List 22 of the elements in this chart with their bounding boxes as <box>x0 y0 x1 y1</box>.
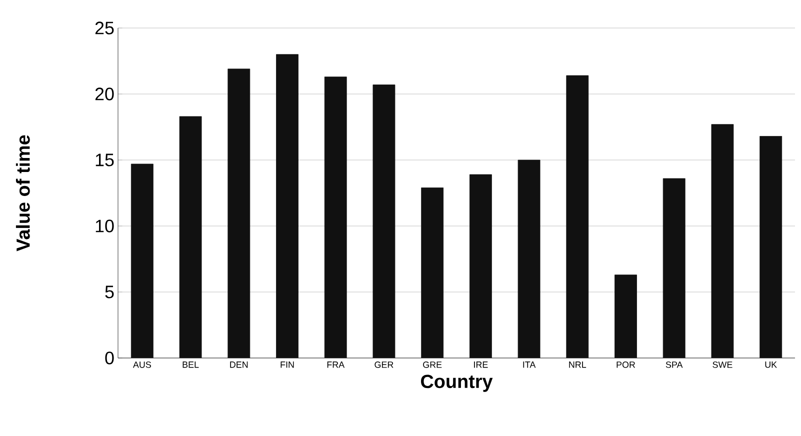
x-tick-label: GRE <box>423 362 442 368</box>
x-tick-label: FIN <box>280 362 294 368</box>
x-tick-label: IRE <box>474 362 488 368</box>
x-tick-label: POR <box>616 362 636 368</box>
y-axis-title: Value of time <box>16 135 30 252</box>
y-tick-label: 20 <box>95 88 114 100</box>
x-tick-label: SPA <box>666 362 683 368</box>
x-tick-label: NRL <box>569 362 586 368</box>
y-tick-label: 25 <box>95 22 114 34</box>
x-tick-label: FRA <box>327 362 345 368</box>
x-tick-label: AUS <box>132 362 151 368</box>
y-tick-label: 0 <box>105 352 114 364</box>
x-tick-label: BEL <box>182 362 199 368</box>
x-axis-title: Country <box>421 374 493 392</box>
y-tick-label: 10 <box>96 220 114 232</box>
x-tick-label: DEN <box>230 362 248 368</box>
x-tick-label: GER <box>374 362 394 368</box>
x-tick-label: UK <box>765 362 777 368</box>
x-tick-label: ITA <box>523 362 536 368</box>
y-tick-label: 15 <box>96 154 114 166</box>
y-tick-label: 5 <box>105 286 114 298</box>
x-tick-label: SWE <box>712 362 732 368</box>
